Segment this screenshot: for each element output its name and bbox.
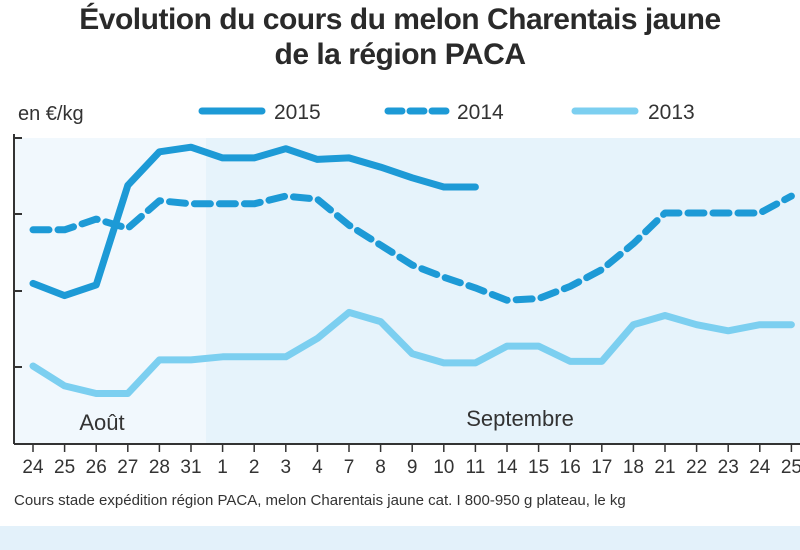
x-tick-label: 22: [686, 457, 707, 478]
chart-title: Évolution du cours du melon Charentais j…: [0, 2, 800, 72]
legend-label-2015: 2015: [274, 101, 321, 124]
month-label-septembre: Septembre: [466, 406, 574, 431]
x-tick-label: 17: [591, 457, 612, 478]
x-tick-label: 11: [466, 457, 486, 478]
x-tick-label: 28: [149, 457, 170, 478]
series-line-2014: [29, 192, 795, 304]
x-tick-label: 18: [623, 457, 644, 478]
x-tick-label: 26: [86, 457, 107, 478]
legend-label-2014: 2014: [457, 101, 504, 124]
series-line-2015: [29, 143, 479, 300]
title-line-1: Évolution du cours du melon Charentais j…: [79, 3, 721, 36]
x-tick-label: 3: [281, 457, 292, 478]
x-ticks: 24 25 26 27 28 31 1 2 3 4 7 8 9 10 11 14 15 16 17 18 21 22 23 2…: [22, 444, 800, 478]
series-layer: [29, 143, 795, 397]
x-tick-label: 10: [433, 457, 454, 478]
x-tick-label: 9: [407, 457, 418, 478]
x-tick-label: 25: [781, 457, 800, 478]
x-tick-label: 2: [249, 457, 260, 478]
x-tick-label: 8: [375, 457, 386, 478]
y-unit-label: en €/kg: [18, 103, 84, 125]
x-tick-label: 7: [344, 457, 355, 478]
x-tick-label: 16: [560, 457, 581, 478]
x-tick-label: 21: [654, 457, 675, 478]
x-tick-label: 23: [718, 457, 739, 478]
x-tick-label: 27: [117, 457, 138, 478]
x-tick-label: 24: [22, 457, 44, 478]
legend-label-2013: 2013: [648, 101, 695, 124]
x-tick-label: 24: [749, 457, 771, 478]
x-tick-label: 31: [180, 457, 201, 478]
y-axis: [13, 134, 22, 444]
august-band: [14, 138, 206, 444]
footer-band: [0, 526, 800, 550]
x-tick-label: 4: [312, 457, 323, 478]
title-line-2: de la région PACA: [274, 38, 526, 71]
x-tick-label: 1: [217, 457, 228, 478]
series-line-2013: [29, 308, 795, 397]
legend: 2015 2014 2013: [198, 101, 695, 124]
x-tick-label: 15: [528, 457, 549, 478]
x-tick-label: 14: [496, 457, 518, 478]
month-label-aout: Août: [79, 410, 124, 435]
x-tick-label: 25: [54, 457, 75, 478]
source-note: Cours stade expédition région PACA, melo…: [14, 492, 626, 509]
